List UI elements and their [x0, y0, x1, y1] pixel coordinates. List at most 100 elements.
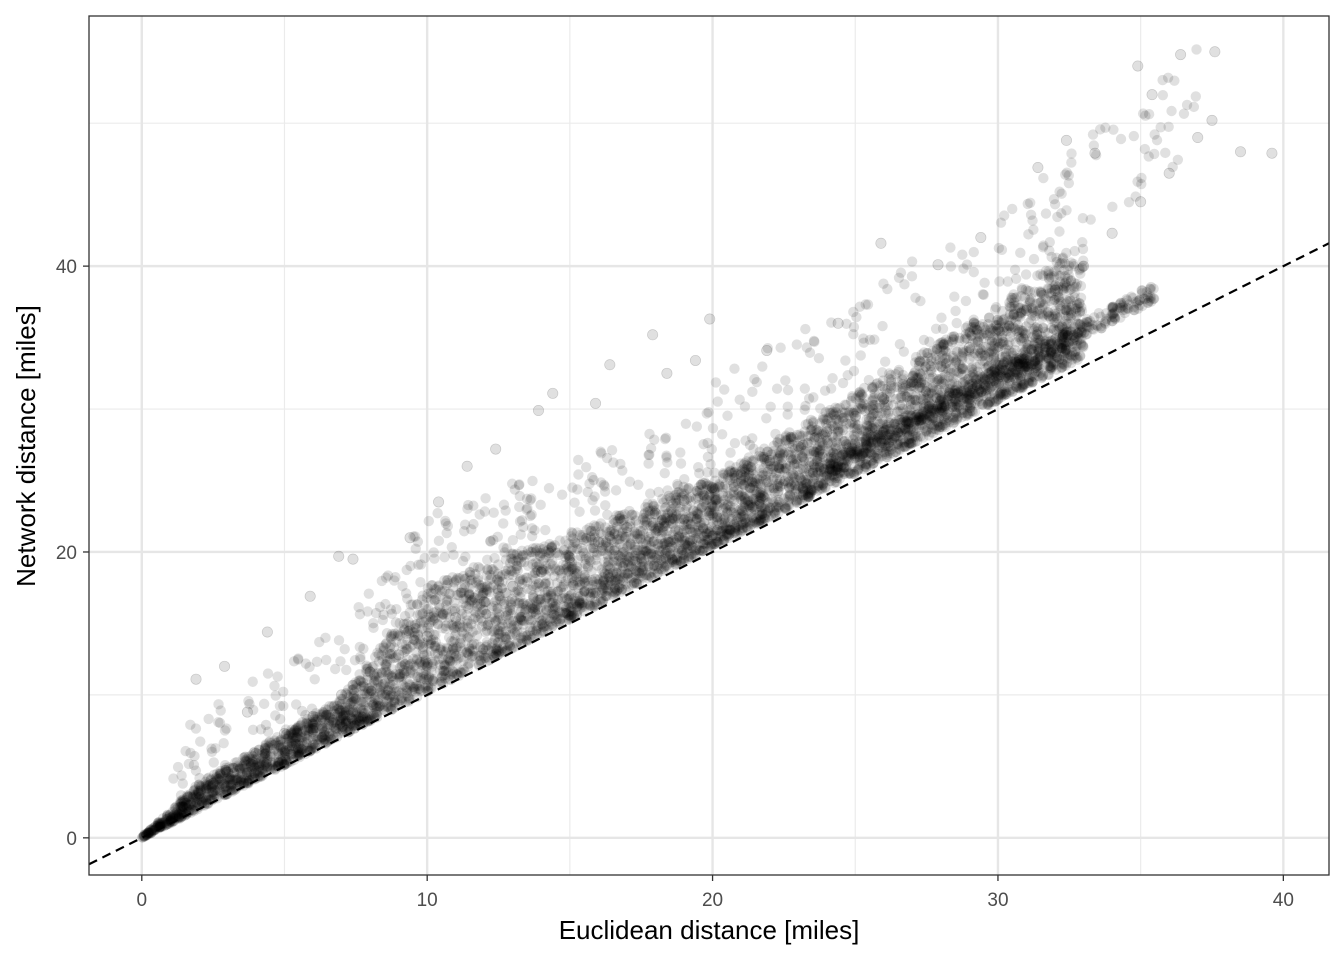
data-point: [654, 523, 664, 533]
data-point: [791, 495, 801, 505]
data-point: [388, 676, 398, 686]
data-point: [545, 598, 555, 608]
data-point: [1060, 305, 1070, 315]
data-point: [1107, 228, 1117, 238]
data-point: [909, 394, 919, 404]
data-point: [734, 525, 744, 535]
data-point: [879, 398, 889, 408]
data-point: [1078, 256, 1088, 266]
data-point: [461, 647, 471, 657]
data-point: [548, 388, 558, 398]
data-point: [643, 506, 653, 516]
data-point: [334, 551, 344, 561]
data-point: [705, 314, 715, 324]
data-point: [443, 654, 453, 664]
data-point: [504, 570, 514, 580]
data-point: [933, 259, 943, 269]
data-point: [1037, 303, 1047, 313]
data-point: [700, 539, 710, 549]
data-point: [783, 449, 793, 459]
data-point: [560, 535, 570, 545]
data-point: [647, 330, 657, 340]
data-point: [489, 612, 499, 622]
data-point: [914, 367, 924, 377]
data-point: [471, 577, 481, 587]
data-point: [984, 313, 994, 323]
data-point: [876, 238, 886, 248]
data-point: [409, 635, 419, 645]
data-point: [532, 558, 542, 568]
data-point: [906, 439, 916, 449]
data-point: [954, 333, 964, 343]
data-point: [1193, 132, 1203, 142]
data-point: [1069, 261, 1079, 271]
data-point: [305, 591, 315, 601]
data-point: [1022, 301, 1032, 311]
data-point: [883, 409, 893, 419]
data-point: [838, 436, 848, 446]
data-point: [418, 608, 428, 618]
data-point: [191, 674, 201, 684]
data-point: [821, 414, 831, 424]
data-point: [970, 348, 980, 358]
data-point: [1072, 279, 1082, 289]
data-point: [490, 444, 500, 454]
data-point: [976, 232, 986, 242]
data-point: [1267, 148, 1277, 158]
data-point: [737, 479, 747, 489]
data-point: [994, 316, 1004, 326]
data-point: [758, 474, 768, 484]
data-point: [396, 660, 406, 670]
data-point: [605, 360, 615, 370]
data-point: [598, 596, 608, 606]
data-point: [522, 573, 532, 583]
data-point: [909, 381, 919, 391]
data-point: [971, 361, 981, 371]
data-point: [1061, 135, 1071, 145]
data-point: [614, 511, 624, 521]
data-point: [1077, 237, 1087, 247]
data-point: [219, 661, 229, 671]
data-point: [516, 587, 526, 597]
data-point: [804, 466, 814, 476]
data-point: [847, 418, 857, 428]
data-point: [717, 518, 727, 528]
data-point: [693, 487, 703, 497]
data-point: [616, 531, 626, 541]
data-point: [502, 588, 512, 598]
data-point: [462, 461, 472, 471]
data-point: [1029, 325, 1039, 335]
data-point: [1175, 49, 1185, 59]
data-point: [748, 515, 758, 525]
data-point: [662, 368, 672, 378]
data-point: [833, 424, 843, 434]
data-point: [921, 386, 931, 396]
data-point: [644, 534, 654, 544]
data-point: [690, 355, 700, 365]
data-point: [452, 573, 462, 583]
data-point: [910, 357, 920, 367]
data-point: [533, 405, 543, 415]
data-point: [605, 525, 615, 535]
data-point: [1207, 115, 1217, 125]
data-point: [1147, 89, 1157, 99]
data-point: [1061, 248, 1071, 258]
data-point: [588, 576, 598, 586]
data-point: [503, 609, 513, 619]
data-point: [1033, 162, 1043, 172]
data-point: [1133, 61, 1143, 71]
data-point: [433, 497, 443, 507]
data-point: [428, 659, 438, 669]
data-point: [435, 602, 445, 612]
data-point: [249, 747, 259, 757]
data-point: [348, 554, 358, 564]
data-point: [262, 627, 272, 637]
data-point: [381, 661, 391, 671]
data-point: [670, 524, 680, 534]
data-point: [1235, 147, 1245, 157]
data-point: [1210, 47, 1220, 57]
data-point: [590, 398, 600, 408]
data-point: [1004, 345, 1014, 355]
